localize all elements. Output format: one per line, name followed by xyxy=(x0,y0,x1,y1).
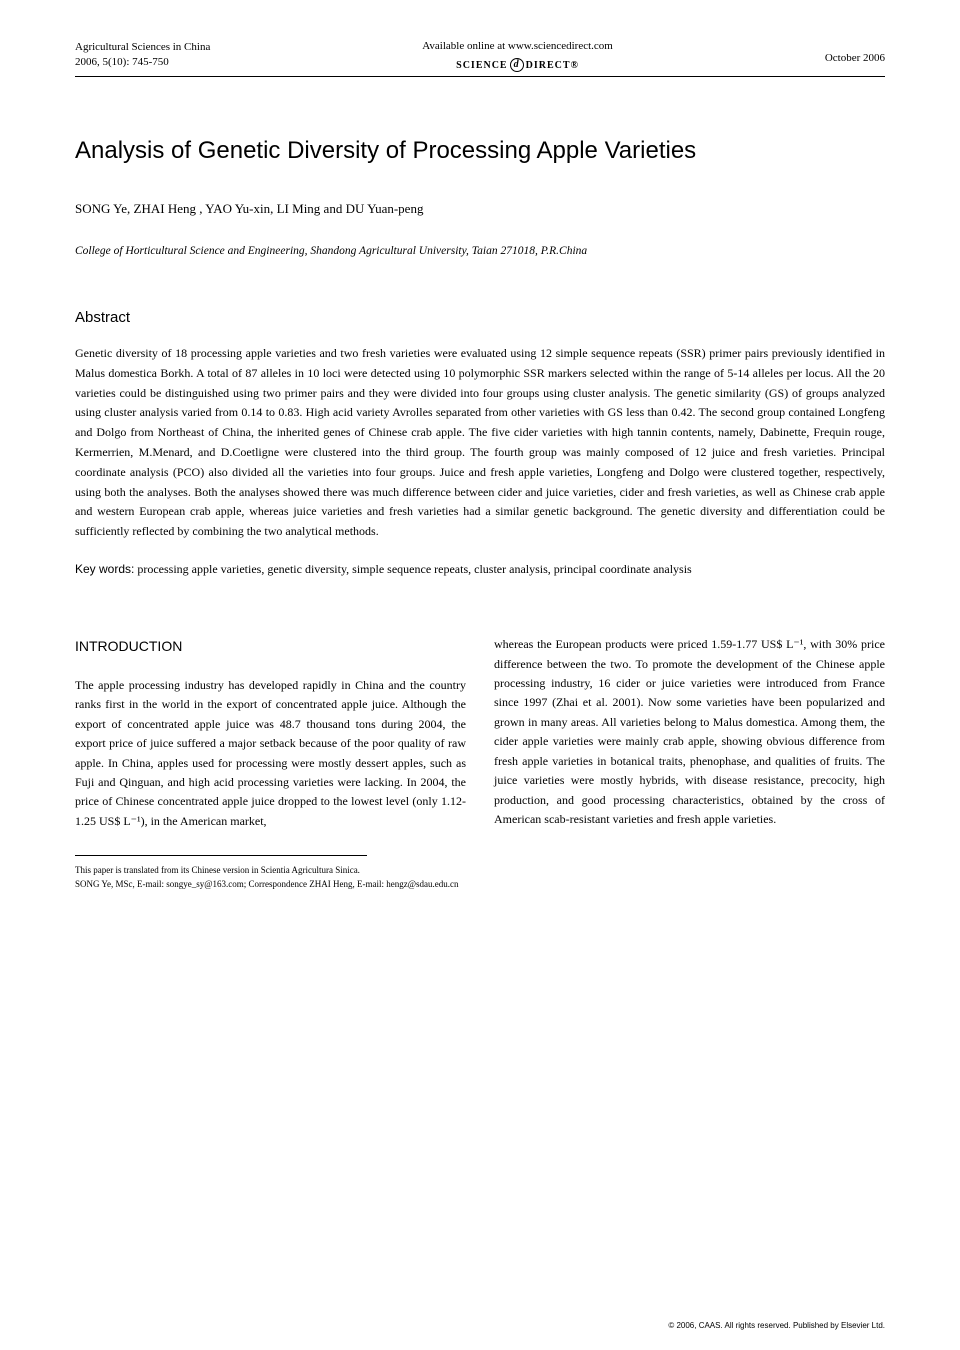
article-title: Analysis of Genetic Diversity of Process… xyxy=(75,137,885,165)
copyright-notice: © 2006, CAAS. All rights reserved. Publi… xyxy=(668,1321,885,1330)
introduction-col1-text: The apple processing industry has develo… xyxy=(75,676,466,832)
header-journal-info: Agricultural Sciences in China 2006, 5(1… xyxy=(75,40,210,71)
footer-separator xyxy=(75,855,367,864)
publication-date: October 2006 xyxy=(825,52,885,64)
abstract-text: Genetic diversity of 18 processing apple… xyxy=(75,344,885,542)
page-header: Agricultural Sciences in China 2006, 5(1… xyxy=(75,40,885,77)
available-online-text: Available online at www.sciencedirect.co… xyxy=(210,40,824,52)
footer-note-1: This paper is translated from its Chines… xyxy=(75,864,885,878)
footer-note-2: SONG Ye, MSc, E-mail: songye_sy@163.com;… xyxy=(75,878,885,892)
journal-issue: 2006, 5(10): 745-750 xyxy=(75,55,210,70)
introduction-heading: INTRODUCTION xyxy=(75,635,466,658)
direct-text: DIRECT® xyxy=(526,60,579,71)
column-right: whereas the European products were price… xyxy=(494,635,885,831)
affiliation: College of Horticultural Science and Eng… xyxy=(75,245,885,257)
introduction-col2-text: whereas the European products were price… xyxy=(494,635,885,829)
keywords-text: processing apple varieties, genetic dive… xyxy=(134,562,691,576)
keywords: Key words: processing apple varieties, g… xyxy=(75,560,885,579)
body-columns: INTRODUCTION The apple processing indust… xyxy=(75,635,885,831)
sciencedirect-logo: SCIENCE d DIRECT® xyxy=(210,58,824,72)
abstract-heading: Abstract xyxy=(75,309,885,326)
header-center: Available online at www.sciencedirect.co… xyxy=(210,40,824,72)
authors-list: SONG Ye, ZHAI Heng , YAO Yu-xin, LI Ming… xyxy=(75,201,885,217)
d-icon: d xyxy=(510,58,524,72)
journal-name: Agricultural Sciences in China xyxy=(75,40,210,55)
keywords-label: Key words: xyxy=(75,562,134,576)
column-left: INTRODUCTION The apple processing indust… xyxy=(75,635,466,831)
science-text: SCIENCE xyxy=(456,60,507,71)
header-date: October 2006 xyxy=(825,40,885,64)
